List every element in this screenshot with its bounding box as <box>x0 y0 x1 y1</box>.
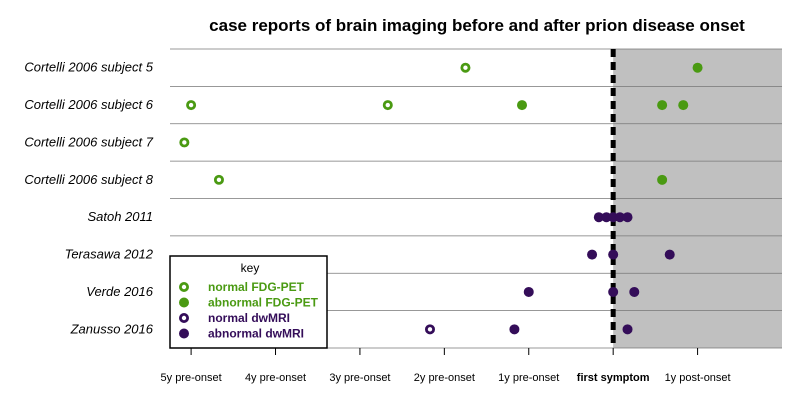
x-tick-label: 4y pre-onset <box>245 372 306 384</box>
case-label: Verde 2016 <box>86 284 154 299</box>
x-tick-label: 2y pre-onset <box>414 372 475 384</box>
data-point-abnormal-dw <box>608 286 619 297</box>
case-label: Terasawa 2012 <box>65 247 154 262</box>
data-point-abnormal-dw <box>523 286 534 297</box>
data-points <box>179 62 703 335</box>
legend-marker <box>178 312 189 323</box>
legend-box <box>169 255 328 349</box>
legend-marker <box>178 281 189 292</box>
legend: key normal FDG-PET abnormal FDG-PETnormal… <box>169 255 328 349</box>
data-point-abnormal-dw <box>593 212 604 223</box>
data-point-abnormal-dw <box>608 249 619 260</box>
case-label: Cortelli 2006 subject 7 <box>24 134 153 149</box>
legend-label: abnormal dwMRI <box>208 327 304 341</box>
case-label: Cortelli 2006 subject 5 <box>24 60 153 75</box>
x-tick-label: 5y pre-onset <box>161 372 222 384</box>
data-point-normal-fdg <box>179 137 190 148</box>
legend-marker <box>179 328 189 339</box>
x-tick-label: 1y pre-onset <box>498 372 559 384</box>
data-point-abnormal-dw <box>622 324 633 335</box>
legend-marker <box>179 297 189 308</box>
data-point-abnormal-dw <box>614 212 625 223</box>
data-point-abnormal-fdg <box>657 174 668 185</box>
legend-title: key <box>241 261 260 275</box>
data-point-abnormal-fdg <box>657 100 668 111</box>
legend-label: normal dwMRI <box>208 311 290 325</box>
data-point-normal-dw <box>424 324 435 335</box>
legend-label: normal FDG-PET <box>208 280 305 294</box>
data-point-abnormal-fdg <box>692 62 703 73</box>
case-label: Satoh 2011 <box>87 209 153 224</box>
data-point-abnormal-dw <box>622 212 633 223</box>
data-point-abnormal-dw <box>629 286 640 297</box>
x-tick-label: 1y post-onset <box>665 372 731 384</box>
case-label: Cortelli 2006 subject 6 <box>24 97 153 112</box>
data-point-normal-fdg <box>460 62 471 73</box>
data-point-abnormal-fdg <box>678 100 689 111</box>
legend-label: abnormal FDG-PET <box>208 296 319 310</box>
data-point-normal-fdg <box>382 100 393 111</box>
chart-title: case reports of brain imaging before and… <box>209 16 745 35</box>
x-tick-label: first symptom <box>577 372 650 384</box>
x-tick-label: 3y pre-onset <box>329 372 390 384</box>
case-labels: Cortelli 2006 subject 5 Cortelli 2006 sub… <box>24 60 153 337</box>
data-point-abnormal-dw <box>587 249 598 260</box>
data-point-normal-fdg <box>213 174 224 185</box>
case-label: Cortelli 2006 subject 8 <box>24 172 153 187</box>
case-label: Zanusso 2016 <box>70 321 154 336</box>
data-point-abnormal-dw <box>664 249 675 260</box>
x-axis: 5y pre-onset 4y pre-onset 3y pre-onset 2y p… <box>161 348 731 384</box>
data-point-normal-fdg <box>186 100 197 111</box>
data-point-abnormal-dw <box>509 324 520 335</box>
data-point-abnormal-fdg <box>517 100 528 111</box>
